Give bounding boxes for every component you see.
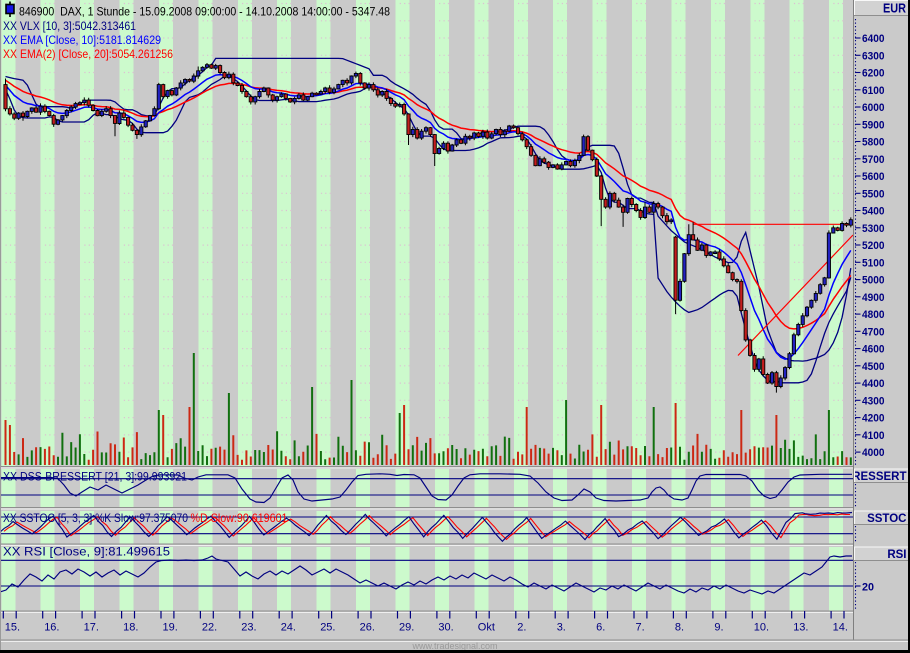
svg-text:4000: 4000	[862, 447, 885, 459]
svg-text:6100: 6100	[862, 85, 885, 97]
svg-text:20: 20	[862, 582, 874, 594]
svg-text:6400: 6400	[862, 33, 885, 45]
svg-text:5400: 5400	[862, 206, 885, 218]
svg-text:2.: 2.	[517, 622, 526, 634]
svg-text:4600: 4600	[862, 344, 885, 356]
svg-text:25.: 25.	[320, 622, 335, 634]
svg-text:6300: 6300	[862, 50, 885, 62]
svg-text:6000: 6000	[862, 102, 885, 114]
svg-text:www.tradesignal.com: www.tradesignal.com	[411, 641, 497, 651]
svg-text:8.: 8.	[675, 622, 684, 634]
svg-text:%D Slow:90.619601: %D Slow:90.619601	[191, 511, 288, 525]
svg-text:14.: 14.	[833, 622, 848, 634]
svg-text:846900 DAX, 1 Stunde - 15.09.: 846900 DAX, 1 Stunde - 15.09.2008 09:00:…	[19, 5, 390, 19]
svg-text:9.: 9.	[714, 622, 723, 634]
svg-text:5000: 5000	[862, 275, 885, 287]
svg-text:XX EMA [Close, 10]:5181.814629: XX EMA [Close, 10]:5181.814629	[3, 33, 161, 47]
svg-text:4400: 4400	[862, 378, 885, 390]
svg-text:26.: 26.	[360, 622, 375, 634]
svg-text:4900: 4900	[862, 292, 885, 304]
svg-text:EUR: EUR	[883, 2, 906, 16]
svg-text:XX DSS-BRESSERT [21, 3]:99.993: XX DSS-BRESSERT [21, 3]:99.993921	[3, 470, 187, 484]
svg-text:4500: 4500	[862, 361, 885, 373]
svg-text:15.: 15.	[5, 622, 20, 634]
svg-text:3.: 3.	[557, 622, 566, 634]
svg-text:SSTOC: SSTOC	[867, 513, 906, 525]
svg-text:29.: 29.	[399, 622, 414, 634]
svg-text:24.: 24.	[281, 622, 296, 634]
svg-text:5900: 5900	[862, 119, 885, 131]
svg-text:5600: 5600	[862, 171, 885, 183]
svg-text:5500: 5500	[862, 188, 885, 200]
svg-text:6200: 6200	[862, 68, 885, 80]
svg-text:XX RSI [Close, 9]:81.499615: XX RSI [Close, 9]:81.499615	[3, 545, 170, 559]
svg-text:XX EMA(2) [Close, 20]:5054.261: XX EMA(2) [Close, 20]:5054.261256	[3, 47, 173, 61]
svg-text:30.: 30.	[438, 622, 453, 634]
svg-text:22.: 22.	[202, 622, 217, 634]
svg-text:7.: 7.	[636, 622, 645, 634]
svg-text:DSS-BRESSERT: DSS-BRESSERT	[816, 471, 906, 483]
svg-text:4700: 4700	[862, 326, 885, 338]
svg-text:23.: 23.	[241, 622, 256, 634]
svg-text:4800: 4800	[862, 309, 885, 321]
svg-text:XX SSTOC [5, 3, 3] %K Slow:97.: XX SSTOC [5, 3, 3] %K Slow:97.375070	[3, 511, 188, 525]
svg-text:5200: 5200	[862, 240, 885, 252]
svg-text:6.: 6.	[596, 622, 605, 634]
svg-text:5700: 5700	[862, 154, 885, 166]
svg-text:5100: 5100	[862, 257, 885, 269]
svg-text:RSI: RSI	[887, 549, 906, 561]
svg-text:18.: 18.	[123, 622, 138, 634]
svg-text:4300: 4300	[862, 395, 885, 407]
svg-text:5800: 5800	[862, 137, 885, 149]
svg-text:13.: 13.	[793, 622, 808, 634]
svg-text:Okt: Okt	[478, 622, 495, 634]
svg-text:4100: 4100	[862, 430, 885, 442]
svg-text:XX VLX [10, 3]:5042.313461: XX VLX [10, 3]:5042.313461	[3, 19, 136, 33]
svg-text:10.: 10.	[754, 622, 769, 634]
svg-text:17.: 17.	[84, 622, 99, 634]
svg-text:4200: 4200	[862, 413, 885, 425]
svg-text:16.: 16.	[44, 622, 59, 634]
svg-text:19.: 19.	[163, 622, 178, 634]
svg-text:5300: 5300	[862, 223, 885, 235]
